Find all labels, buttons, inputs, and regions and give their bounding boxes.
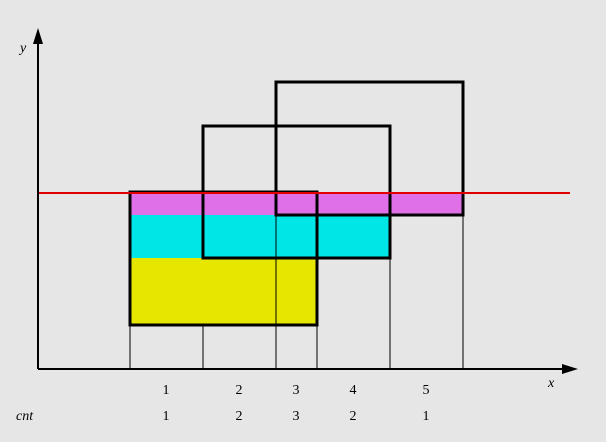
y-axis-arrow-icon xyxy=(33,28,43,44)
segment-index-1: 1 xyxy=(163,383,170,398)
segment-cnt-1: 1 xyxy=(163,409,170,424)
segment-index-2: 2 xyxy=(236,383,243,398)
fill-region-bottom-yellow xyxy=(130,258,317,325)
x-axis-arrow-icon xyxy=(562,364,578,374)
segment-index-3: 3 xyxy=(293,383,300,398)
rectangle-c-outline xyxy=(274,80,465,217)
cnt-row-label: cnt xyxy=(16,409,34,424)
segment-cnt-3: 3 xyxy=(293,409,300,424)
segment-index-labels: 1 2 3 4 5 xyxy=(163,383,430,398)
segment-cnt-4: 2 xyxy=(350,409,357,424)
x-axis-label: x xyxy=(547,376,555,391)
fill-region-top-magenta xyxy=(130,192,463,215)
segment-index-5: 5 xyxy=(423,383,430,398)
segment-cnt-5: 1 xyxy=(423,409,430,424)
fill-region-middle-cyan xyxy=(130,215,390,258)
segment-index-4: 4 xyxy=(350,383,357,398)
vertical-guide-lines xyxy=(129,215,464,369)
y-axis-label: y xyxy=(18,41,27,56)
segment-cnt-2: 2 xyxy=(236,409,243,424)
segment-cnt-values: 1 2 3 2 1 xyxy=(163,409,430,424)
axes xyxy=(33,28,578,374)
